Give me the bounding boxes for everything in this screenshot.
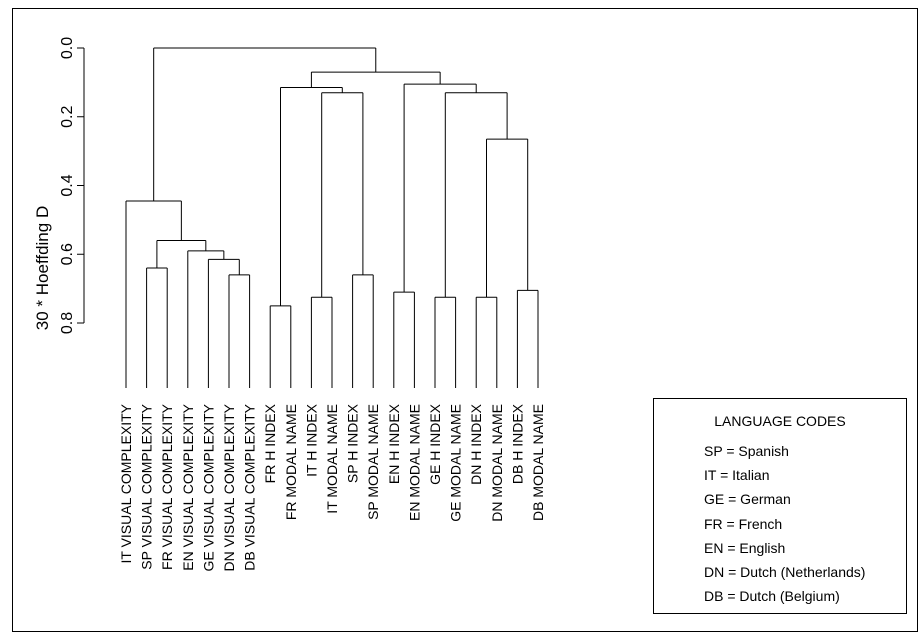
leaf-label: SP MODAL NAME <box>365 404 381 520</box>
leaf-label: DN H INDEX <box>468 403 484 485</box>
leaf-label: GE VISUAL COMPLEXITY <box>200 403 216 571</box>
legend-entries: SP = Spanish IT = Italian GE = German FR… <box>704 443 865 612</box>
leaf-label: DN MODAL NAME <box>489 404 505 522</box>
y-axis-label: 30 * Hoeffding D <box>33 206 52 330</box>
leaf-label: DB MODAL NAME <box>530 404 546 521</box>
leaf-label: EN VISUAL COMPLEXITY <box>180 403 196 570</box>
leaf-label: SP VISUAL COMPLEXITY <box>139 403 155 569</box>
leaf-label: IT H INDEX <box>303 403 319 477</box>
leaf-label: GE MODAL NAME <box>448 404 464 522</box>
legend-title: LANGUAGE CODES <box>714 413 846 429</box>
leaf-label: EN H INDEX <box>386 403 402 484</box>
legend-entry: DB = Dutch (Belgium) <box>704 588 840 605</box>
legend: LANGUAGE CODES SP = Spanish IT = Italian… <box>653 398 907 614</box>
leaf-label: DN VISUAL COMPLEXITY <box>221 403 237 571</box>
plot-frame <box>12 8 918 632</box>
legend-entry: EN = English <box>704 539 786 556</box>
y-tick-label: 0.4 <box>59 174 76 196</box>
leaf-label: IT MODAL NAME <box>324 404 340 514</box>
y-tick-label: 0.8 <box>59 312 76 334</box>
y-tick-label: 0.2 <box>59 106 76 128</box>
y-tick-label: 0.6 <box>59 243 76 265</box>
leaf-label: FR VISUAL COMPLEXITY <box>159 403 175 570</box>
leaf-label: SP H INDEX <box>345 403 361 483</box>
legend-entry: DN = Dutch (Netherlands) <box>704 563 866 580</box>
leaf-label: IT VISUAL COMPLEXITY <box>118 403 134 563</box>
leaf-label: FR H INDEX <box>262 403 278 483</box>
leaf-label: FR MODAL NAME <box>283 404 299 520</box>
y-tick-label: 0.0 <box>59 37 76 59</box>
leaf-label: GE H INDEX <box>427 403 443 485</box>
legend-entry: IT = Italian <box>704 467 770 484</box>
leaf-label: DB VISUAL COMPLEXITY <box>242 403 258 570</box>
leaf-label: DB H INDEX <box>509 403 525 484</box>
legend-entry: GE = German <box>704 491 791 508</box>
leaf-label: EN MODAL NAME <box>406 404 422 521</box>
legend-entry: SP = Spanish <box>704 443 789 459</box>
legend-entry: FR = French <box>704 515 783 532</box>
